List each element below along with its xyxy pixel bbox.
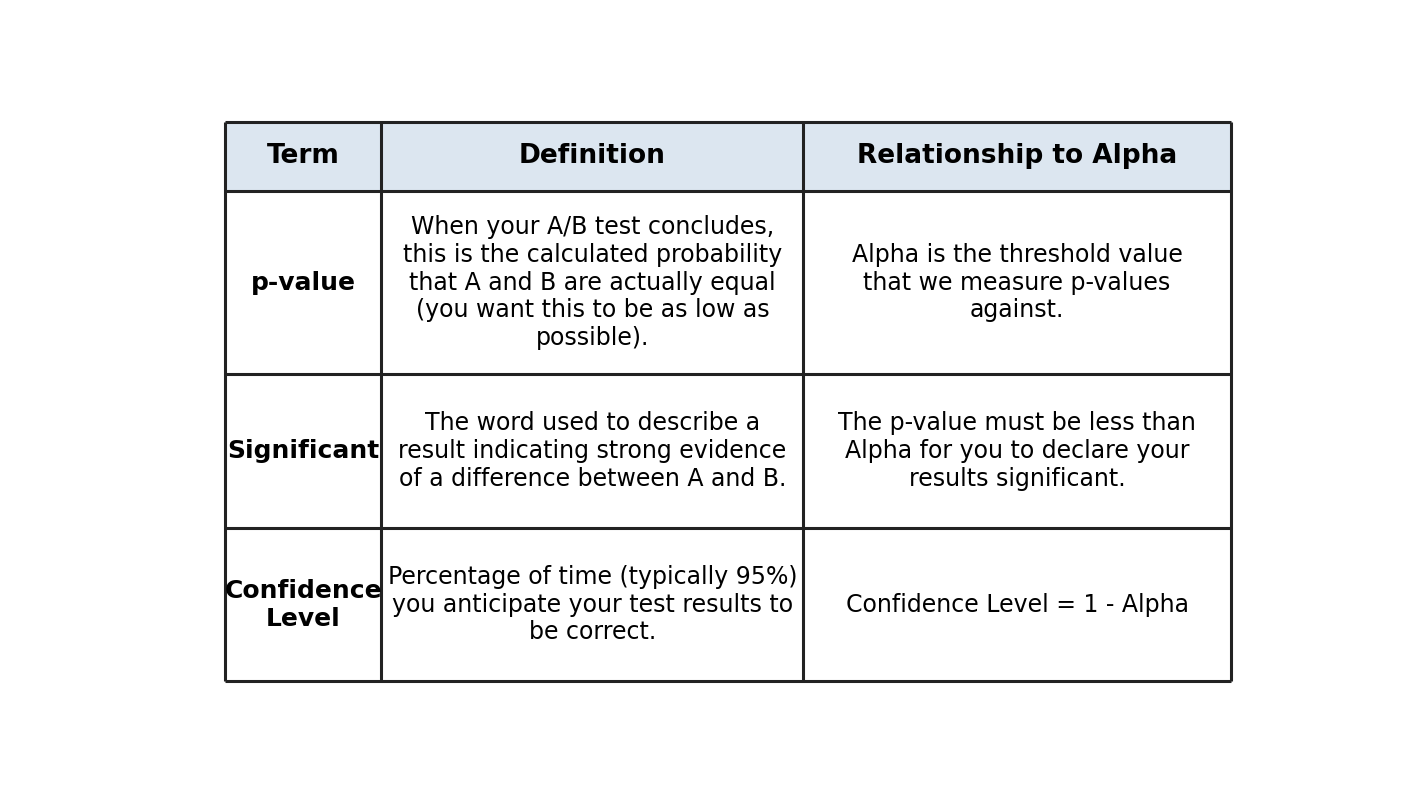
Bar <box>804 122 1231 191</box>
Text: Significant: Significant <box>227 439 379 463</box>
Text: The word used to describe a
result indicating strong evidence
of a difference be: The word used to describe a result indic… <box>398 411 787 491</box>
Text: Confidence Level = 1 - Alpha: Confidence Level = 1 - Alpha <box>846 593 1189 617</box>
Bar <box>804 528 1231 681</box>
Bar <box>226 122 381 191</box>
Bar <box>226 374 381 528</box>
Text: The p-value must be less than
Alpha for you to declare your
results significant.: The p-value must be less than Alpha for … <box>838 411 1196 491</box>
Bar <box>381 191 804 374</box>
Bar <box>226 191 381 374</box>
Text: Confidence
Level: Confidence Level <box>224 578 382 630</box>
Bar <box>804 374 1231 528</box>
Text: Alpha is the threshold value
that we measure p-values
against.: Alpha is the threshold value that we mea… <box>852 243 1183 322</box>
Bar <box>381 528 804 681</box>
Text: Percentage of time (typically 95%)
you anticipate your test results to
be correc: Percentage of time (typically 95%) you a… <box>388 565 797 645</box>
Text: Definition: Definition <box>519 143 666 169</box>
Text: When your A/B test concludes,
this is the calculated probability
that A and B ar: When your A/B test concludes, this is th… <box>403 215 783 351</box>
Bar <box>804 191 1231 374</box>
Text: p-value: p-value <box>251 270 355 295</box>
Bar <box>381 122 804 191</box>
Text: Term: Term <box>266 143 340 169</box>
Text: Relationship to Alpha: Relationship to Alpha <box>857 143 1177 169</box>
Bar <box>226 528 381 681</box>
Bar <box>381 374 804 528</box>
